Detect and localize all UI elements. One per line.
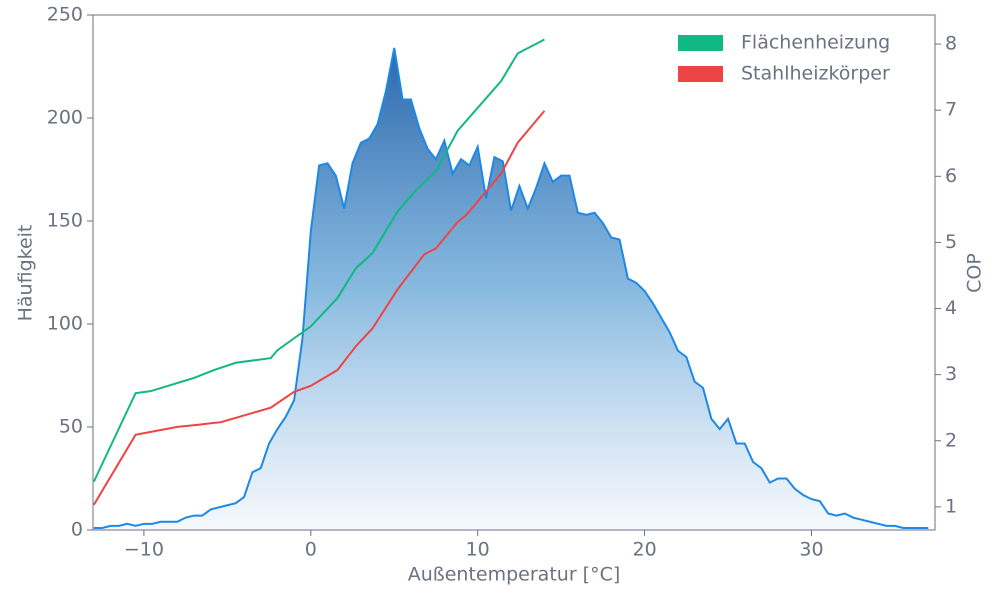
x-axis-label: Außentemperatur [°C] [408, 564, 621, 586]
y2-tick-label: 4 [945, 297, 957, 319]
y2-tick-label: 3 [945, 363, 957, 385]
y-tick-label: 250 [47, 4, 83, 26]
y2-tick-label: 8 [945, 33, 957, 55]
legend-swatch [678, 66, 723, 82]
y2-tick-label: 1 [945, 495, 957, 517]
y-tick-label: 50 [59, 416, 83, 438]
y-tick-label: 0 [71, 519, 83, 541]
plot-frame [92, 14, 936, 531]
y-tick-label: 200 [47, 107, 83, 129]
x-tick-label: −10 [124, 539, 164, 561]
area-fill [93, 47, 929, 531]
legend-swatch [678, 35, 723, 51]
x-tick-label: 20 [633, 539, 657, 561]
legend-label: Stahlheizkörper [741, 63, 890, 85]
x-tick-label: 10 [466, 539, 490, 561]
y2-tick-label: 2 [945, 429, 957, 451]
x-tick-label: 30 [799, 539, 823, 561]
x-tick-label: 0 [305, 539, 317, 561]
area-line [93, 47, 929, 529]
line [92, 38, 545, 483]
line [92, 110, 546, 506]
y2-axis-label: COP [964, 253, 986, 293]
y-tick-label: 150 [47, 210, 83, 232]
y2-tick-label: 6 [945, 165, 957, 187]
y-tick-label: 100 [47, 313, 83, 335]
y2-tick-label: 7 [945, 99, 957, 121]
legend-label: Flächenheizung [741, 32, 890, 54]
y-axis-label: Häufigkeit [15, 225, 37, 322]
y2-tick-label: 5 [945, 231, 957, 253]
